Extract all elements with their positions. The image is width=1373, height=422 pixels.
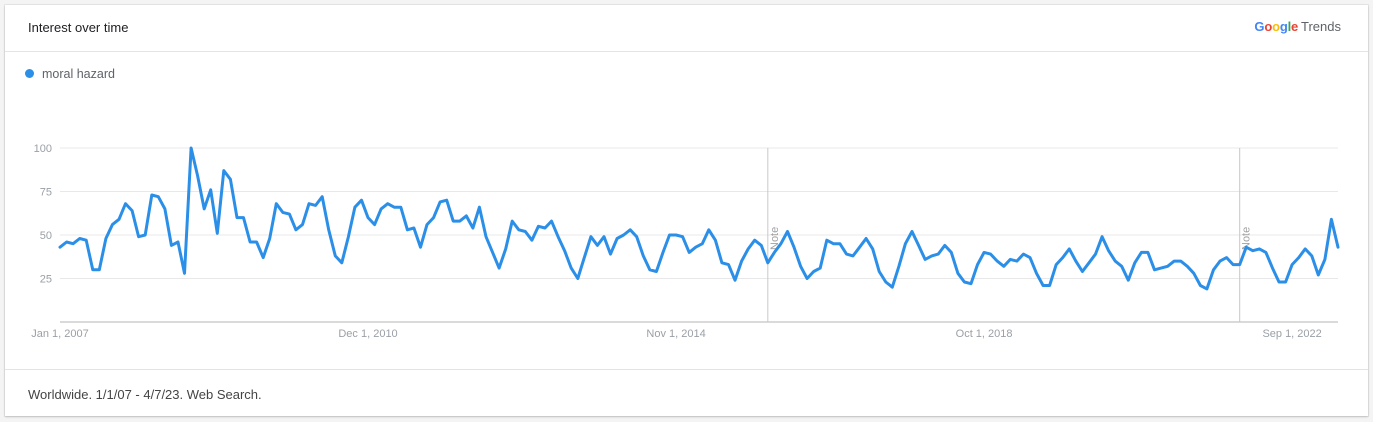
- footer-caption: Worldwide. 1/1/07 - 4/7/23. Web Search.: [28, 387, 262, 402]
- y-tick-label: 75: [40, 187, 52, 199]
- series-line: [58, 146, 1340, 291]
- legend-dot-icon: [25, 69, 34, 78]
- google-letter: o: [1272, 19, 1280, 34]
- card-footer: Worldwide. 1/1/07 - 4/7/23. Web Search.: [5, 369, 1368, 417]
- chart-legend: moral hazard: [25, 67, 115, 81]
- google-letter: l: [1287, 19, 1292, 34]
- note-label: Note: [769, 227, 781, 250]
- x-tick-label: Nov 1, 2014: [646, 328, 705, 340]
- google-trends-logo[interactable]: Google Trends: [1254, 19, 1341, 34]
- y-tick-label: 100: [34, 143, 52, 155]
- x-tick-label: Jan 1, 2007: [31, 328, 89, 340]
- legend-label: moral hazard: [42, 67, 115, 81]
- chart-title: Interest over time: [28, 20, 129, 35]
- x-tick-label: Dec 1, 2010: [338, 328, 397, 340]
- google-letter: e: [1290, 19, 1299, 34]
- card-header: Interest over time Google Trends: [5, 5, 1368, 52]
- line-chart[interactable]: 25 50 75 100 Jan 1, 2007 Dec 1, 2010 Nov 1, 20…: [5, 5, 1368, 369]
- y-tick-label: 50: [40, 230, 52, 242]
- google-letter: o: [1264, 19, 1273, 34]
- note-label: Note: [1241, 227, 1253, 250]
- y-tick-label: 25: [40, 274, 52, 286]
- google-letter: g: [1279, 19, 1288, 34]
- x-tick-label: Sep 1, 2022: [1262, 328, 1321, 340]
- google-wordmark: Google: [1254, 19, 1298, 34]
- interest-over-time-card: Interest over time Google Trends moral ha…: [5, 5, 1368, 416]
- google-letter: G: [1254, 19, 1265, 34]
- x-tick-label: Oct 1, 2018: [956, 328, 1013, 340]
- trends-wordmark: Trends: [1301, 19, 1341, 34]
